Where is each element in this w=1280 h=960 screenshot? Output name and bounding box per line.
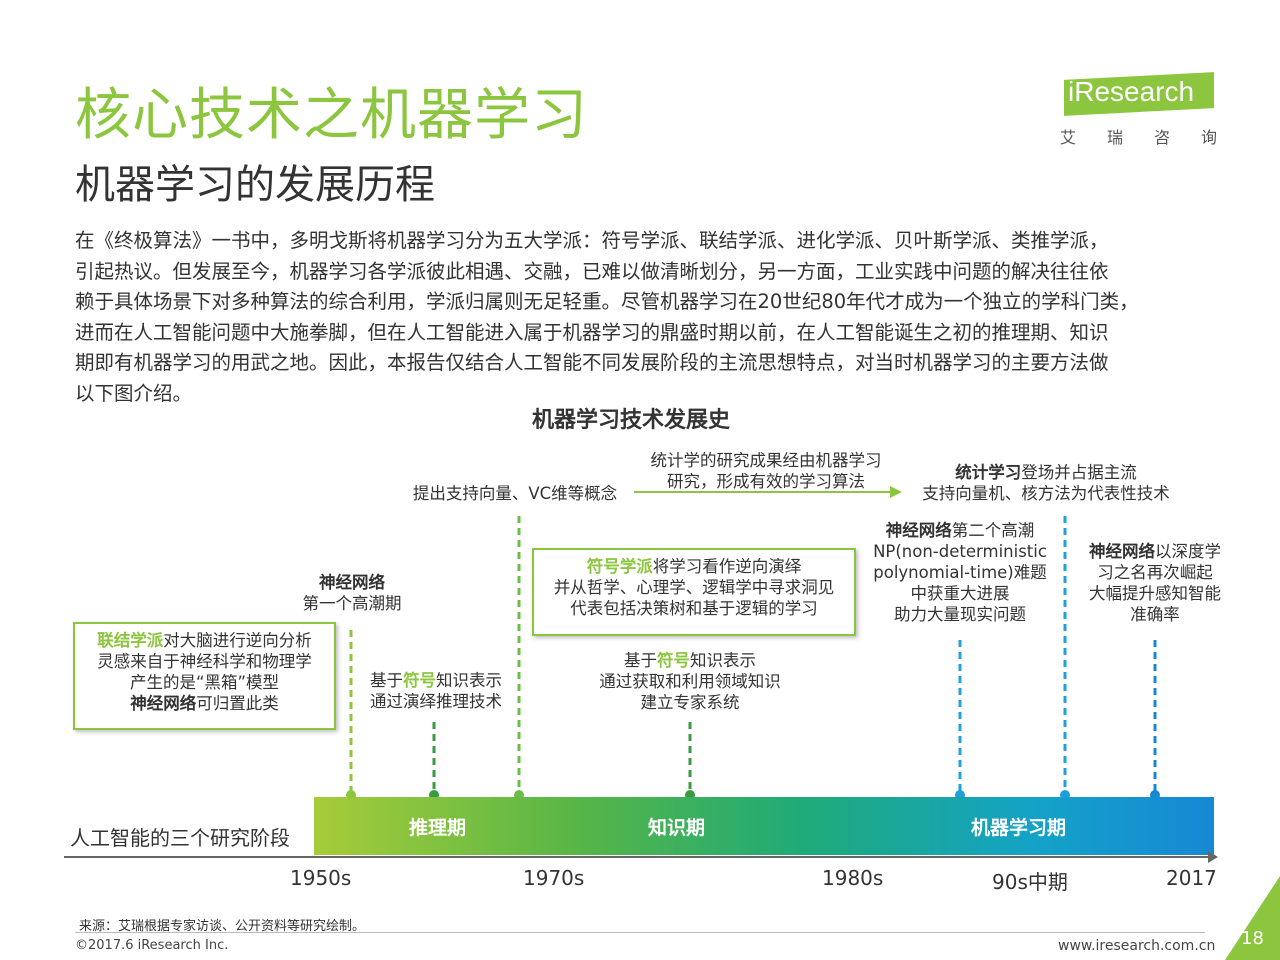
intro-paragraph: 在《终极算法》一书中，多明戈斯将机器学习分为五大学派：符号学派、联结学派、进化学… — [75, 226, 1235, 409]
axis-arrow — [1208, 851, 1218, 863]
stage-knowledge: 知识期 — [648, 817, 706, 839]
copyright: ©2017.6 iResearch Inc. — [75, 938, 229, 953]
expert-system: 基于符号知识表示 通过获取和利用领域知识 建立专家系统 — [580, 650, 800, 713]
stat-research-line2: 研究，形成有效的学习算法 — [667, 472, 865, 491]
nn-deep-learning: 神经网络以深度学 习之名再次崛起 大幅提升感知智能 准确率 — [1078, 541, 1232, 625]
page-number: 18 — [1241, 928, 1264, 949]
tick-1950s: 1950s — [290, 866, 352, 890]
nn-deep-line2: 习之名再次崛起 — [1097, 563, 1213, 582]
stat-learning-line2: 支持向量机、核方法为代表性技术 — [922, 484, 1170, 503]
stat-learning: 统计学习登场并占据主流 支持向量机、核方法为代表性技术 — [906, 462, 1186, 504]
intro-line: 期即有机器学习的用武之地。因此，本报告仅结合人工智能不同发展阶段的主流思想特点，… — [75, 351, 1109, 374]
nn-first-title: 神经网络 — [319, 573, 385, 592]
page-title: 核心技术之机器学习 — [75, 83, 588, 148]
nn-deep-rest: 以深度学 — [1155, 542, 1221, 561]
timeline-axis — [64, 856, 1214, 858]
page-subtitle: 机器学习的发展历程 — [75, 162, 435, 208]
connectionist-line2: 灵感来自于神经科学和物理学 — [97, 652, 312, 671]
symbolic-line2: 并从哲学、心理学、逻辑学中寻求洞见 — [553, 578, 835, 597]
footer-divider — [75, 932, 1205, 933]
deduction-line2: 通过演绎推理技术 — [370, 692, 502, 711]
stat-learning-rest: 登场并占据主流 — [1021, 463, 1137, 482]
connectionist-line4: 可归置此类 — [196, 694, 279, 713]
website-link[interactable]: www.iresearch.com.cn — [1058, 938, 1216, 954]
nn-second-line5: 助力大量现实问题 — [894, 605, 1026, 624]
connectionist-nn: 神经网络 — [130, 694, 197, 713]
source-note: 来源：艾瑞根据专家访谈、公开资料等研究绘制。 — [79, 919, 366, 934]
nn-second-wave: 神经网络第二个高潮 NP(non-deterministic polynomia… — [862, 520, 1058, 625]
deduction-post: 知识表示 — [436, 671, 502, 690]
tick-90s: 90s中期 — [992, 870, 1068, 894]
nn-deep-title: 神经网络 — [1089, 542, 1155, 561]
expert-line2: 通过获取和利用领域知识 — [599, 672, 781, 691]
stat-research-line1: 统计学的研究成果经由机器学习 — [650, 451, 882, 470]
intro-line: 进而在人工智能问题中大施拳脚，但在人工智能进入属于机器学习的鼎盛时期以前，在人工… — [75, 320, 1109, 344]
intro-line: 在《终极算法》一书中，多明戈斯将机器学习分为五大学派：符号学派、联结学派、进化学… — [75, 229, 1109, 252]
symbolic-line3: 代表包括决策树和基于逻辑的学习 — [570, 599, 818, 618]
page-number-badge — [1225, 876, 1280, 960]
symbolic-deduction: 基于符号知识表示 通过演绎推理技术 — [356, 670, 516, 712]
nn-deep-line4: 准确率 — [1130, 605, 1180, 624]
intro-line: 引起热议。但发展至今，机器学习各学派彼此相遇、交融，已难以做清晰划分，另一方面，… — [75, 259, 1109, 283]
nn-second-line2: NP(non-deterministic — [873, 542, 1047, 561]
expert-pre: 基于 — [624, 651, 657, 670]
symbolic-label: 符号学派 — [586, 557, 653, 576]
svm-concept: 提出支持向量、VC维等概念 — [412, 484, 618, 503]
logo-chinese: 艾瑞咨询 — [1060, 128, 1249, 147]
stage-machine-learning: 机器学习期 — [971, 817, 1067, 839]
expert-hl: 符号 — [657, 651, 690, 670]
connectionist-text: 对大脑进行逆向分析 — [163, 631, 312, 650]
deduction-hl: 符号 — [403, 671, 436, 690]
intro-line: 赖于具体场景下对多种算法的综合利用，学派归属则无足轻重。尽管机器学习在20世纪8… — [75, 290, 1139, 313]
nn-deep-line3: 大幅提升感知智能 — [1089, 584, 1221, 603]
stat-learning-title: 统计学习 — [955, 463, 1022, 482]
stage-reasoning: 推理期 — [409, 817, 467, 839]
connectionist-line3: 产生的是“黑箱”模型 — [129, 673, 280, 692]
tick-1970s: 1970s — [523, 866, 585, 890]
stage-caption: 人工智能的三个研究阶段 — [70, 826, 290, 850]
stat-research: 统计学的研究成果经由机器学习 研究，形成有效的学习算法 — [634, 450, 898, 492]
connectionist-label: 联结学派 — [97, 631, 164, 650]
nn-second-line4: 中获重大进展 — [910, 584, 1010, 603]
nn-second-title: 神经网络 — [885, 521, 952, 540]
nn-second-line3: polynomial-time)难题 — [873, 563, 1047, 582]
expert-post: 知识表示 — [690, 651, 756, 670]
tick-1980s: 1980s — [822, 866, 884, 890]
diagram-title: 机器学习技术发展史 — [531, 408, 730, 433]
tick-2017: 2017 — [1166, 866, 1217, 890]
nn-first-wave: 神经网络 第一个高潮期 — [272, 572, 432, 614]
expert-line3: 建立专家系统 — [640, 693, 740, 712]
stage-bar: 推理期 知识期 机器学习期 — [314, 797, 1214, 855]
arrow-head — [890, 486, 902, 498]
nn-second-rest: 第二个高潮 — [951, 521, 1035, 540]
logo-word: iResearch — [1068, 76, 1195, 107]
nn-first-text: 第一个高潮期 — [302, 594, 402, 613]
intro-line: 以下图介绍。 — [75, 381, 193, 405]
connectionist-box: 联结学派对大脑进行逆向分析 灵感来自于神经科学和物理学 产生的是“黑箱”模型 神… — [73, 622, 336, 730]
symbolic-text: 将学习看作逆向演绎 — [652, 557, 802, 576]
iresearch-logo: iResearch 艾瑞咨询 — [1058, 68, 1218, 148]
symbolic-box: 符号学派将学习看作逆向演绎 并从哲学、心理学、逻辑学中寻求洞见 代表包括决策树和… — [532, 548, 856, 636]
deduction-pre: 基于 — [370, 671, 403, 690]
